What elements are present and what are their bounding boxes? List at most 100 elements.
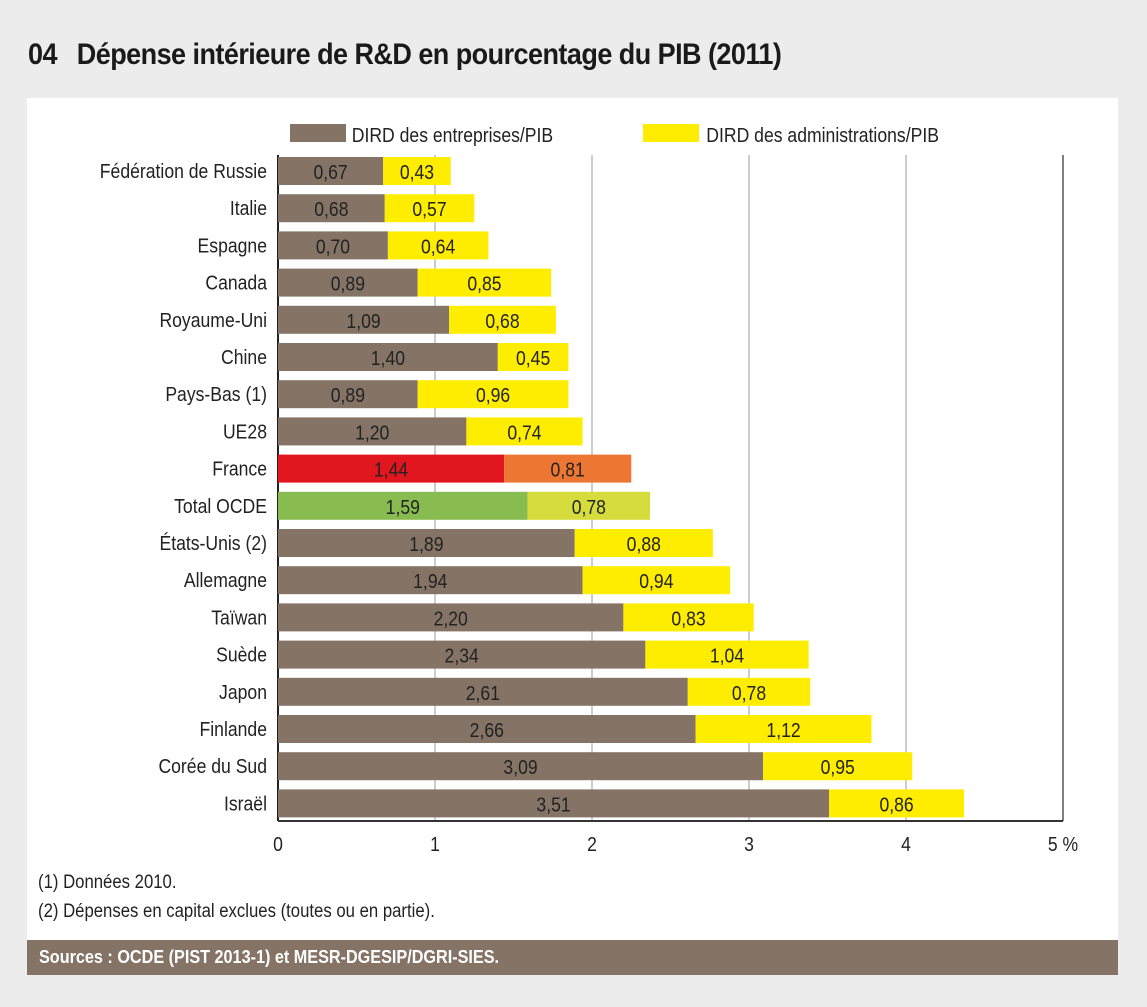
bar-administrations xyxy=(383,157,451,185)
bar-administrations xyxy=(582,566,731,595)
data-label-administrations: 0,74 xyxy=(507,421,541,443)
data-label-administrations: 0,95 xyxy=(821,756,855,778)
data-label-entreprises: 2,20 xyxy=(434,607,468,629)
category-label: Fédération de Russie xyxy=(100,160,267,182)
category-label: États-Unis (2) xyxy=(159,532,267,554)
bar-administrations xyxy=(449,305,556,334)
bar-entreprises xyxy=(278,491,528,520)
data-label-administrations: 0,96 xyxy=(476,384,510,406)
data-label-entreprises: 1,20 xyxy=(355,421,389,443)
bar-entreprises xyxy=(278,194,385,223)
bar-entreprises xyxy=(278,529,575,557)
category-label: Allemagne xyxy=(184,569,267,591)
category-label: Suède xyxy=(216,644,267,666)
data-label-entreprises: 2,61 xyxy=(466,682,500,704)
title-number: 04 xyxy=(28,38,57,71)
x-tick-label: 1 xyxy=(430,833,440,855)
bar-administrations xyxy=(497,343,569,371)
data-label-administrations: 0,83 xyxy=(671,607,705,629)
legend-swatch-entreprises xyxy=(290,124,346,142)
data-label-entreprises: 1,59 xyxy=(386,496,420,518)
bar-entreprises xyxy=(278,305,450,334)
bar-entreprises xyxy=(278,566,583,595)
bar-administrations xyxy=(687,677,811,706)
sources-bar: Sources : OCDE (PIST 2013-1) et MESR-DGE… xyxy=(27,940,1118,975)
category-label: Canada xyxy=(205,272,267,294)
data-label-administrations: 0,45 xyxy=(516,347,550,369)
bar-entreprises xyxy=(278,677,688,706)
bar-entreprises xyxy=(278,343,498,371)
legend-label-entreprises: DIRD des entreprises/PIB xyxy=(352,124,553,146)
legend-label-administrations: DIRD des administrations/PIB xyxy=(706,124,939,146)
x-tick-label: 2 xyxy=(587,833,597,855)
category-label: Taïwan xyxy=(211,606,267,628)
data-label-entreprises: 1,44 xyxy=(374,459,408,481)
note-2: (2) Dépenses en capital exclues (toutes … xyxy=(38,901,435,922)
category-label: Corée du Sud xyxy=(158,755,267,777)
bar-administrations xyxy=(504,454,632,483)
category-label: Israël xyxy=(224,792,267,814)
bar-entreprises xyxy=(278,603,624,632)
title-text: Dépense intérieure de R&D en pourcentage… xyxy=(76,38,782,71)
bar-administrations xyxy=(645,640,809,669)
bar-entreprises xyxy=(278,231,388,260)
bar-entreprises xyxy=(278,640,646,669)
sources-text: Sources : OCDE (PIST 2013-1) et MESR-DGE… xyxy=(39,947,500,967)
x-tick-label: 3 xyxy=(744,833,754,855)
data-label-administrations: 0,88 xyxy=(627,533,661,555)
bar-administrations xyxy=(695,715,872,743)
data-label-administrations: 0,86 xyxy=(879,793,913,815)
category-label: Royaume-Uni xyxy=(159,309,267,331)
category-label: Italie xyxy=(230,197,267,219)
bar-administrations xyxy=(829,789,965,818)
data-label-administrations: 0,78 xyxy=(732,682,766,704)
bar-administrations xyxy=(574,529,713,557)
data-label-administrations: 0,81 xyxy=(551,459,585,481)
category-label: Espagne xyxy=(198,234,267,256)
x-tick-label: 5 % xyxy=(1048,833,1079,855)
bar-entreprises xyxy=(278,417,467,446)
bar-entreprises xyxy=(278,715,696,743)
bar-administrations xyxy=(763,752,913,781)
data-label-entreprises: 1,89 xyxy=(409,533,443,555)
data-label-administrations: 1,12 xyxy=(766,719,800,741)
data-label-administrations: 0,64 xyxy=(421,235,455,257)
data-label-entreprises: 1,94 xyxy=(413,570,447,592)
category-label: UE28 xyxy=(223,420,267,442)
data-label-entreprises: 0,70 xyxy=(316,235,350,257)
bar-administrations xyxy=(527,491,651,520)
data-label-entreprises: 0,67 xyxy=(313,161,347,183)
bar-entreprises xyxy=(278,752,764,781)
bar-entreprises xyxy=(278,380,418,409)
bar-administrations xyxy=(384,194,475,223)
category-label: Pays-Bas (1) xyxy=(165,383,267,405)
data-label-entreprises: 2,66 xyxy=(470,719,504,741)
bar-entreprises xyxy=(278,268,418,297)
data-label-entreprises: 1,09 xyxy=(346,310,380,332)
bar-administrations xyxy=(387,231,489,260)
category-label: Total OCDE xyxy=(174,495,267,517)
data-label-entreprises: 3,51 xyxy=(536,793,570,815)
bar-administrations xyxy=(623,603,754,632)
data-label-entreprises: 3,09 xyxy=(503,756,537,778)
bar-administrations xyxy=(466,417,583,446)
data-label-entreprises: 0,89 xyxy=(331,384,365,406)
category-label: Chine xyxy=(221,346,267,368)
data-label-administrations: 0,85 xyxy=(467,273,501,295)
legend-swatch-administrations xyxy=(643,124,699,142)
data-label-administrations: 0,57 xyxy=(412,198,446,220)
category-label: France xyxy=(212,458,267,480)
bar-entreprises xyxy=(278,789,830,818)
category-label: Finlande xyxy=(200,718,267,740)
bar-entreprises xyxy=(278,454,505,483)
data-label-administrations: 0,94 xyxy=(639,570,673,592)
data-label-entreprises: 1,40 xyxy=(371,347,405,369)
data-label-administrations: 0,78 xyxy=(572,496,606,518)
data-label-administrations: 0,68 xyxy=(485,310,519,332)
bar-entreprises xyxy=(278,157,384,185)
x-tick-label: 4 xyxy=(901,833,911,855)
note-1: (1) Données 2010. xyxy=(38,872,177,893)
category-label: Japon xyxy=(219,681,267,703)
chart-title: 04 Dépense intérieure de R&D en pourcenta… xyxy=(28,38,782,72)
